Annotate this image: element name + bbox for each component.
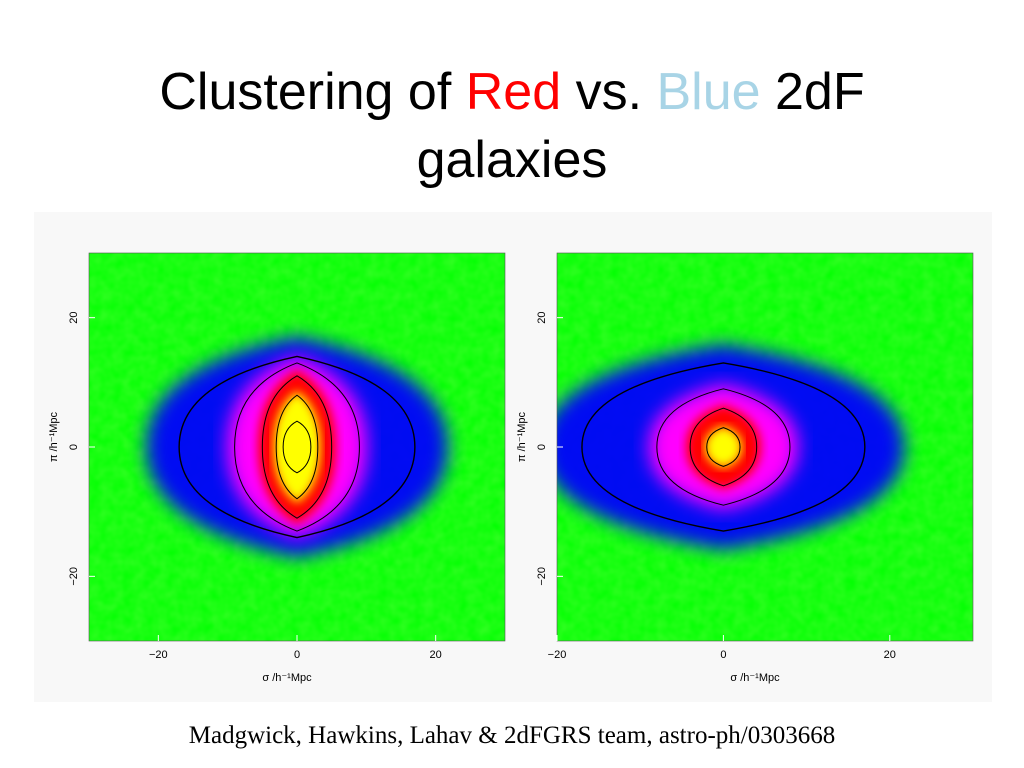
x-axis-label: σ /h⁻¹Mpc (262, 672, 312, 684)
contour-line-level-2 (656, 388, 791, 506)
heatmap-fill-level-4 (704, 426, 743, 468)
contour-line-level-5 (282, 420, 312, 474)
y-tick-label: −20 (68, 567, 80, 586)
title-part-1: Clustering of (159, 63, 466, 121)
contour-line-level-1 (581, 362, 866, 532)
contour-line-level-1 (178, 355, 416, 539)
title-line-1: Clustering of Red vs. Blue 2dF (0, 58, 1024, 126)
y-tick-label: 20 (536, 312, 548, 324)
title-line-2: galaxies (416, 131, 608, 189)
figure-panel: −20 0 20 −20 0 20 σ /h⁻¹Mpc π /h⁻¹Mpc −20 0 20 −20 0… (34, 212, 992, 702)
x-tick-label: 20 (884, 649, 896, 661)
y-tick-label: 0 (536, 444, 548, 450)
title-part-red: Red (465, 63, 562, 121)
heatmap-panel-2: −20 0 20 −20 0 20 σ /h⁻¹Mpc π /h⁻¹Mpc (516, 252, 974, 684)
y-axis-label: π /h⁻¹Mpc (48, 411, 60, 462)
slide-title: Clustering of Red vs. Blue 2dF galaxies (0, 58, 1024, 194)
x-tick-label: −20 (149, 649, 168, 661)
y-tick-label: 20 (68, 312, 80, 324)
y-axis-label: π /h⁻¹Mpc (516, 411, 528, 462)
x-tick-label: 0 (294, 649, 300, 661)
x-tick-label: 0 (720, 649, 726, 661)
contour-line-level-2 (234, 362, 360, 532)
title-part-blue: Blue (656, 63, 761, 121)
contour-line-level-3 (261, 375, 333, 519)
x-tick-label: −20 (548, 649, 567, 661)
x-axis-label: σ /h⁻¹Mpc (730, 672, 780, 684)
contour-line-level-4 (706, 427, 741, 467)
title-part-3: vs. (561, 63, 657, 121)
heatmap-fill-level-5 (281, 419, 313, 475)
figure-svg: −20 0 20 −20 0 20 σ /h⁻¹Mpc π /h⁻¹Mpc −20 0 20 −20 0… (48, 252, 974, 684)
y-tick-label: 0 (68, 444, 80, 450)
contour-line-level-3 (689, 407, 758, 487)
title-part-5: 2dF (760, 63, 865, 121)
heatmap-panel-1: −20 0 20 −20 0 20 σ /h⁻¹Mpc π /h⁻¹Mpc (48, 252, 506, 684)
x-tick-label: 20 (430, 649, 442, 661)
y-tick-label: −20 (536, 567, 548, 586)
citation: Madgwick, Hawkins, Lahav & 2dFGRS team, … (188, 722, 836, 749)
contour-line-level-4 (275, 394, 319, 500)
